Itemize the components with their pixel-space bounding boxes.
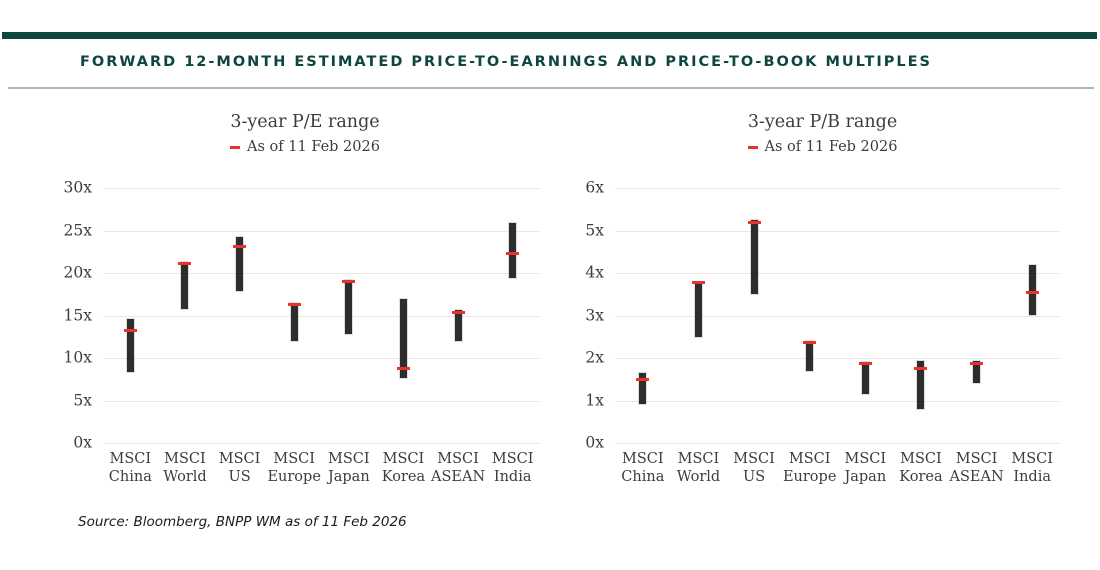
x-axis-category-label: MSCI Europe [782, 451, 837, 485]
y-axis-tick-label: 6x [585, 178, 604, 197]
current-value-marker [858, 362, 872, 366]
y-axis-tick-label: 2x [585, 348, 604, 367]
source-note: Source: Bloomberg, BNPP WM as of 11 Feb … [78, 514, 407, 530]
legend-red-dash-icon [230, 145, 241, 149]
current-value-marker [1025, 290, 1039, 294]
y-axis-tick-label: 15x [63, 306, 92, 325]
y-axis-tick-label: 25x [63, 221, 92, 240]
y-axis-tick-label: 1x [585, 391, 604, 410]
x-axis-category-label: MSCI ASEAN [430, 451, 486, 485]
x-axis-category-label: MSCI China [108, 451, 152, 485]
chart-title: 3-year P/B range [747, 112, 898, 132]
y-axis-tick-label: 5x [585, 221, 604, 240]
range-bar [694, 281, 702, 337]
range-bar [236, 237, 244, 291]
x-axis-category-label: MSCI Europe [267, 451, 321, 485]
chart-title: 3-year P/E range [230, 112, 380, 132]
x-axis-category-label: MSCI China [621, 451, 665, 485]
gridline [103, 315, 540, 317]
range-bar [509, 222, 517, 279]
pb-plot-area: 0x 1x 2x 3x 4x 5x 6x MSCI China MSCI World MSCI US MS… [585, 179, 1060, 485]
current-value-marker [970, 361, 984, 365]
gridline [103, 273, 540, 274]
pb-range-chart: 3-year P/B range As of 11 Feb 2026 0x 1x 2… [575, 112, 1070, 485]
current-value-marker [287, 302, 301, 306]
range-bar [290, 302, 298, 341]
range-bar [917, 360, 925, 409]
legend-label: As of 11 Feb 2026 [764, 139, 898, 155]
current-value-marker [233, 245, 247, 249]
y-axis-tick-label: 5x [73, 391, 92, 410]
gridline [615, 358, 1060, 359]
chart-legend: As of 11 Feb 2026 [60, 139, 550, 155]
current-value-marker [803, 341, 817, 345]
x-axis-category-label: MSCI Korea [381, 451, 426, 485]
x-axis-category-label: MSCI US [733, 451, 775, 485]
current-value-marker [396, 366, 410, 370]
current-value-marker [636, 377, 650, 381]
gridline [103, 230, 540, 232]
y-axis-tick-label: 0x [73, 433, 92, 452]
header-divider [8, 87, 1094, 89]
x-axis-category-label: MSCI Japan [844, 451, 887, 485]
current-value-marker [914, 367, 928, 371]
x-axis-category-label: MSCI World [676, 451, 721, 485]
y-axis-tick-label: 30x [63, 178, 92, 197]
gridline [615, 315, 1060, 317]
gridline [615, 188, 1060, 189]
y-axis-tick-label: 4x [585, 263, 604, 282]
legend-red-dash-icon [747, 145, 758, 149]
x-axis-category-label: MSCI Korea [899, 451, 943, 485]
y-axis-tick-label: 10x [63, 348, 92, 367]
gridline [103, 443, 540, 444]
y-axis-tick-label: 0x [585, 433, 604, 452]
x-axis-category-label: MSCI Japan [327, 451, 370, 485]
current-value-marker [342, 280, 356, 283]
current-value-marker [747, 220, 761, 224]
current-value-marker [506, 251, 520, 255]
pe-plot-area: 0x 5x 10x 15x 20x 25x 30x MSCI China MSCI World MSC… [64, 179, 540, 485]
range-bar [126, 318, 134, 373]
gridline [615, 230, 1060, 232]
pe-range-chart: 3-year P/E range As of 11 Feb 2026 0x 5x 1… [60, 112, 550, 485]
x-axis-category-label: MSCI World [163, 451, 207, 485]
current-value-marker [123, 329, 137, 333]
range-bar [454, 310, 462, 341]
range-bar [1028, 265, 1036, 315]
range-bar [399, 298, 407, 378]
gridline [615, 400, 1060, 402]
gridline [615, 273, 1060, 274]
range-bar [750, 219, 758, 295]
gridline [103, 358, 540, 359]
x-axis-category-label: MSCI India [1011, 451, 1053, 485]
range-bar [345, 279, 353, 335]
range-bar [806, 341, 814, 371]
range-bar [973, 361, 981, 383]
current-value-marker [451, 310, 465, 314]
gridline [103, 188, 540, 189]
current-value-marker [691, 281, 705, 285]
y-axis-tick-label: 20x [63, 263, 92, 282]
range-bar [181, 261, 189, 309]
range-bar [639, 372, 647, 404]
gridline [615, 443, 1060, 444]
x-axis-category-label: MSCI US [218, 451, 261, 485]
header-accent-bar [2, 32, 1097, 39]
page-title: FORWARD 12-MONTH ESTIMATED PRICE-TO-EARN… [80, 54, 932, 70]
gridline [103, 400, 540, 402]
x-axis-category-label: MSCI ASEAN [949, 451, 1004, 485]
chart-legend: As of 11 Feb 2026 [575, 139, 1070, 155]
range-bar [861, 362, 869, 395]
legend-label: As of 11 Feb 2026 [247, 139, 380, 155]
x-axis-category-label: MSCI India [491, 451, 534, 485]
y-axis-tick-label: 3x [585, 306, 604, 325]
current-value-marker [178, 262, 192, 266]
